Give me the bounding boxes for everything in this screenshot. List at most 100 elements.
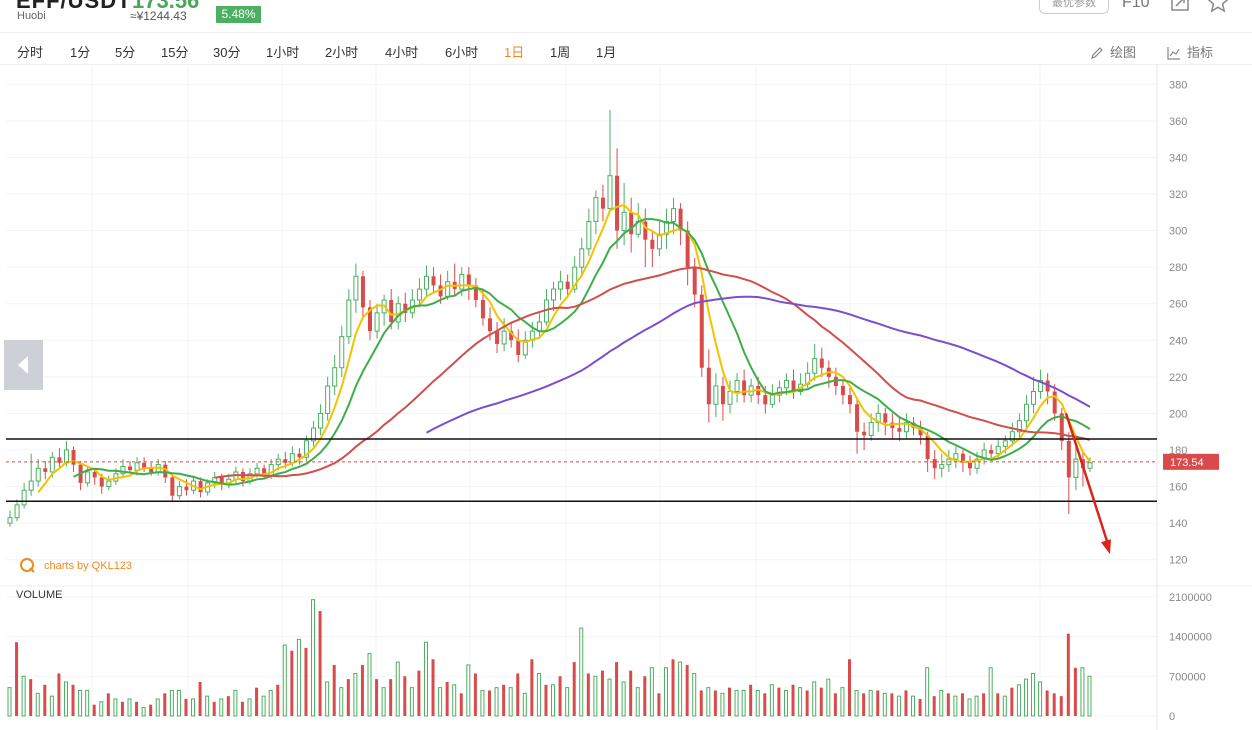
candle-body — [43, 468, 48, 472]
volume-bar — [346, 679, 350, 716]
candle-body — [134, 462, 140, 471]
star-icon[interactable] — [1206, 0, 1230, 14]
candle-body — [862, 431, 867, 436]
candle-body — [742, 380, 747, 396]
candle-body — [868, 422, 874, 436]
volume-bar — [332, 664, 336, 716]
price-tick-label: 200 — [1169, 408, 1187, 420]
candle — [742, 369, 747, 403]
candle — [1087, 457, 1093, 472]
candle-body — [120, 465, 126, 475]
tab-fenshi[interactable]: 分时 — [17, 45, 44, 60]
candle-body — [855, 404, 860, 432]
ma30-line — [214, 266, 1091, 479]
volume-bar — [932, 696, 936, 716]
candle — [311, 420, 317, 447]
candle — [720, 376, 725, 421]
candle-body — [791, 380, 796, 392]
fullscreen-icon[interactable] — [1170, 0, 1190, 12]
candle-body — [939, 464, 945, 469]
candle — [1038, 369, 1044, 399]
candle — [522, 331, 528, 359]
volume-bar — [1080, 667, 1085, 717]
candle-body — [176, 486, 182, 497]
volume-bar — [473, 673, 477, 716]
volume-bar — [191, 698, 196, 717]
volume-bar — [868, 689, 873, 717]
candle — [565, 274, 570, 297]
candle — [409, 289, 415, 319]
candles — [7, 109, 1093, 527]
volume-bar — [967, 698, 972, 717]
volume-bar — [819, 687, 823, 716]
tab-6h[interactable]: 6小时 — [445, 45, 479, 60]
tab-2h[interactable]: 2小时 — [325, 45, 359, 60]
price-tick-label: 260 — [1169, 299, 1187, 311]
volume-bar — [755, 689, 760, 717]
candle-body — [960, 453, 965, 463]
volume-bar — [423, 641, 428, 717]
candle-body — [607, 175, 613, 210]
candle-body — [339, 336, 345, 369]
indicator-tool[interactable]: 指标 — [1167, 42, 1213, 61]
volume-bar — [1031, 672, 1036, 717]
scroll-left-button[interactable] — [4, 340, 43, 390]
ma60-line — [426, 295, 1091, 434]
candle-body — [360, 276, 365, 308]
volume-bar — [304, 647, 308, 716]
volume-bar — [78, 689, 83, 717]
volume-bar — [960, 693, 964, 716]
candle — [339, 325, 345, 377]
candle — [706, 349, 711, 423]
candle — [600, 184, 605, 222]
candle — [918, 420, 923, 445]
candle-body — [989, 450, 994, 454]
volume-bar — [643, 676, 647, 716]
candle-body — [389, 300, 394, 322]
volume-bar — [296, 638, 301, 717]
candle-body — [720, 386, 725, 405]
candle-body — [713, 385, 719, 405]
volume-bar — [1073, 667, 1077, 716]
candle-body — [63, 449, 69, 464]
tab-1m[interactable]: 1月 — [596, 45, 617, 60]
tab-30min[interactable]: 30分 — [213, 45, 241, 60]
candle-body — [629, 212, 634, 235]
tab-1h[interactable]: 1小时 — [266, 45, 300, 60]
candle-body — [416, 288, 422, 301]
volume-label: VOLUME — [16, 589, 62, 601]
price-chart[interactable]: 173.54 120 140 160 180 200 220 240 260 280 300 320… — [0, 64, 1252, 730]
volume-bar — [791, 684, 795, 716]
candle — [656, 219, 662, 257]
volume-bar — [565, 687, 570, 717]
tab-4h[interactable]: 4小时 — [385, 45, 419, 60]
candle — [14, 499, 20, 522]
candle-body — [593, 197, 599, 222]
volume-bar — [508, 687, 513, 717]
candle-body — [240, 471, 245, 482]
tab-1d[interactable]: 1日 — [504, 45, 525, 60]
candle — [593, 190, 599, 235]
volume-bar — [1016, 684, 1021, 717]
candle-body — [692, 267, 697, 295]
volume-bar — [925, 667, 930, 717]
price-tick-label: 300 — [1169, 226, 1187, 238]
candle — [516, 329, 521, 363]
volume-bar — [890, 693, 894, 716]
price-tick-label: 320 — [1169, 189, 1187, 201]
candle-body — [925, 435, 930, 460]
volume-bar — [516, 673, 520, 716]
params-button[interactable]: 最优参数 — [1039, 0, 1109, 14]
candle — [368, 300, 372, 341]
tab-15min[interactable]: 15分 — [161, 45, 189, 60]
tab-5min[interactable]: 5分 — [115, 45, 136, 60]
f10-button[interactable]: F10 — [1122, 0, 1150, 11]
candle — [903, 413, 909, 440]
candle — [968, 455, 972, 476]
candle-body — [995, 445, 1001, 455]
candle-body — [1023, 403, 1029, 422]
candle-body — [911, 422, 916, 429]
tab-1w[interactable]: 1周 — [550, 45, 571, 60]
tab-1min[interactable]: 1分 — [70, 45, 91, 60]
draw-tool[interactable]: 绘图 — [1090, 42, 1136, 61]
